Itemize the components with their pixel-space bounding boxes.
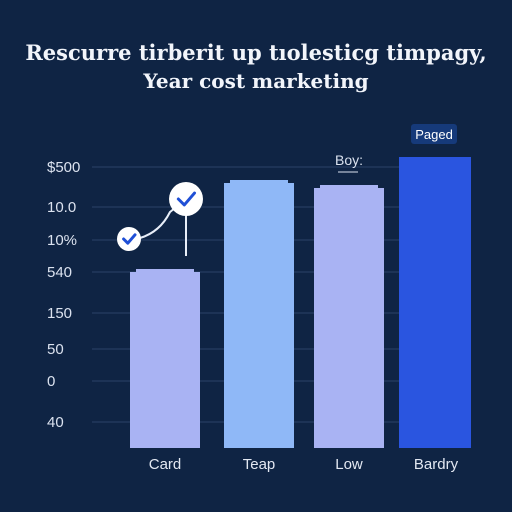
check-icon	[122, 233, 137, 245]
y-tick-label: 10%	[47, 232, 77, 249]
bar-annotation: Boy:	[335, 152, 363, 168]
bar-cap	[320, 185, 378, 189]
y-tick-label: 150	[47, 305, 72, 322]
connector-line	[139, 203, 181, 239]
x-tick-label: Low	[335, 456, 363, 473]
check-icon	[176, 191, 196, 207]
bar-card	[130, 272, 200, 448]
y-tick-label: 540	[47, 264, 72, 281]
bar-bardry	[399, 157, 471, 448]
bar-low	[314, 188, 384, 448]
chart-title-line2: Year cost marketing	[143, 69, 369, 93]
x-tick-label: Card	[149, 456, 182, 473]
y-tick-label: 50	[47, 341, 64, 358]
chart-title-line1: Rescurre tirberit up tıolesticg timpagy,	[25, 40, 487, 65]
badge-bg	[411, 124, 457, 144]
check-marker-large	[169, 182, 203, 216]
bar-cap	[230, 180, 288, 184]
bar-cap	[136, 269, 194, 273]
badge-label: Paged	[415, 127, 453, 142]
y-tick-label: $500	[47, 159, 80, 176]
x-tick-label: Bardry	[414, 456, 459, 473]
x-tick-label: Teap	[243, 456, 276, 473]
y-tick-label: 0	[47, 373, 55, 390]
y-tick-label: 40	[47, 414, 64, 431]
bar-teap	[224, 183, 294, 448]
y-tick-label: 10.0	[47, 199, 76, 216]
check-marker-small	[117, 227, 141, 251]
